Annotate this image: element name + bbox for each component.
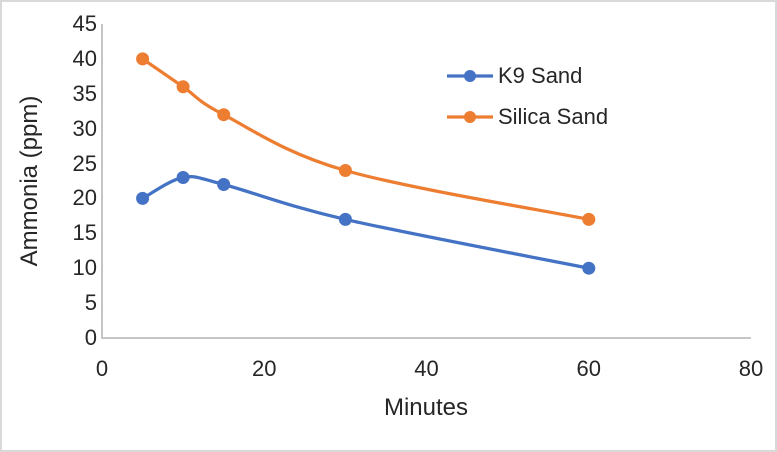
y-axis-title: Ammonia (ppm) bbox=[16, 95, 43, 267]
x-tick-label: 0 bbox=[95, 356, 109, 381]
y-tick-label: 10 bbox=[72, 255, 97, 281]
y-tick-label: 5 bbox=[84, 290, 97, 316]
data-point-silica-sand bbox=[217, 108, 231, 122]
y-tick-label: 0 bbox=[84, 325, 97, 350]
y-tick-label: 40 bbox=[72, 45, 97, 71]
data-point-silica-sand bbox=[338, 164, 352, 177]
legend-item-silica-sand: Silica Sand bbox=[446, 103, 608, 131]
data-point-k9-sand bbox=[582, 261, 596, 275]
axis-lines bbox=[101, 24, 751, 339]
x-tick-label: 60 bbox=[576, 356, 601, 381]
legend-item-k9-sand: K9 Sand bbox=[446, 62, 608, 90]
x-tick-label: 40 bbox=[414, 356, 439, 381]
data-point-k9-sand bbox=[217, 178, 231, 191]
legend-marker-silica-sand bbox=[447, 111, 493, 123]
x-tick-label: 20 bbox=[252, 356, 277, 381]
x-axis-title: Minutes bbox=[383, 394, 469, 421]
y-tick-label: 20 bbox=[72, 185, 97, 211]
data-point-silica-sand bbox=[176, 80, 190, 94]
y-tick-label: 35 bbox=[72, 80, 97, 106]
legend-label: K9 Sand bbox=[498, 63, 583, 88]
y-tick-label: 25 bbox=[72, 150, 97, 176]
x-tick-label: 80 bbox=[738, 356, 764, 381]
series-line-k9-sand bbox=[140, 175, 591, 270]
data-point-silica-sand bbox=[136, 52, 150, 66]
y-tick-label: 15 bbox=[72, 220, 97, 246]
legend-label: Silica Sand bbox=[498, 104, 609, 129]
data-point-silica-sand bbox=[582, 212, 596, 226]
data-point-k9-sand bbox=[176, 171, 190, 184]
y-tick-label: 45 bbox=[72, 11, 97, 36]
y-tick-label: 30 bbox=[72, 115, 97, 141]
legend: K9 Sand Silica Sand bbox=[446, 62, 608, 144]
data-point-k9-sand bbox=[136, 191, 150, 205]
legend-marker-k9-sand bbox=[447, 70, 493, 82]
data-point-k9-sand bbox=[338, 212, 352, 226]
